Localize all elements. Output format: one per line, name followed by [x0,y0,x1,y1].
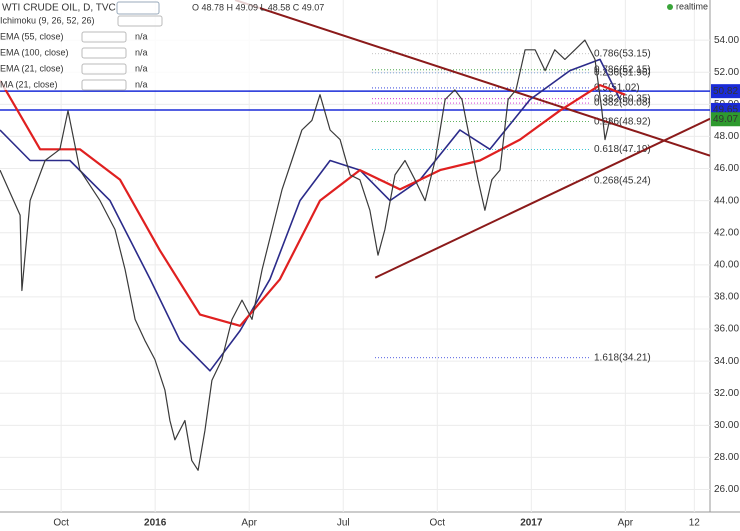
indicator-name: Ichimoku (9, 26, 52, 26) [0,15,95,25]
y-tick-label: 40.00 [714,259,739,270]
x-tick-label: 12 [689,518,701,529]
indicator-value: n/a [135,63,148,73]
x-tick-label: Oct [430,518,446,529]
indicator-name: EMA (55, close) [0,31,64,41]
price-tag [711,84,740,99]
x-tick-label: 2017 [520,518,543,529]
indicator-controls [117,15,163,27]
indicator-value: n/a [135,31,148,41]
y-tick-label: 28.00 [714,452,739,463]
x-tick-label: Apr [241,518,257,529]
header-icons [116,1,160,15]
status: realtime [676,1,708,11]
series-line [0,58,621,372]
x-tick-label: Oct [53,518,69,529]
price-tag-label: 49.07 [713,114,738,125]
y-tick-label: 44.00 [714,195,739,206]
y-tick-label: 34.00 [714,356,739,367]
y-tick-label: 32.00 [714,388,739,399]
chart-title: WTI CRUDE OIL, D, TVC [2,3,116,14]
indicator-value: n/a [135,79,148,89]
fib-label: 1.618(34.21) [594,352,651,363]
trend-line [234,0,710,157]
y-tick-label: 30.00 [714,420,739,431]
trend-line [374,117,710,279]
plot-area: 0.786(53.15) 0.786(52.15)0.236(51.96) 0.5(… [0,0,710,471]
header-bg [0,0,260,90]
y-tick-label: 48.00 [714,131,739,142]
indicator-controls [81,63,127,75]
indicator-name: MA (21, close) [0,79,58,89]
fib-label: 0.236(48.92) [594,116,651,127]
fib-label: 0.268(45.24) [594,175,651,186]
fib-label: 0.786(53.15) [594,48,651,59]
x-tick-label: 2016 [144,518,167,529]
indicator-name: EMA (21, close) [0,63,64,73]
series-line [0,39,611,471]
y-tick-label: 42.00 [714,227,739,238]
indicator-value: n/a [135,47,148,57]
indicator-controls [81,47,127,59]
y-tick-label: 36.00 [714,324,739,335]
indicator-controls [81,31,127,43]
fib-label: 0.382(50.08) [594,98,651,109]
x-tick-label: Apr [618,518,634,529]
indicator-controls [81,79,127,91]
status-dot [667,4,673,10]
price-tag-label: 49.65 [713,105,738,116]
series-line [0,79,626,327]
y-tick-label: 54.00 [714,35,739,46]
x-tick-label: Jul [337,518,350,529]
fib-label: 0.382(50.35) [594,93,651,104]
fib-label: 0.786(52.15) [594,64,651,75]
fib-label: 0.236(51.96) [594,68,651,79]
indicator-name: EMA (100, close) [0,47,69,57]
fib-label: 0.618(47.19) [594,144,651,155]
ohlc: O 48.78 H 49.09 L 48.58 C 49.07 [192,2,324,12]
y-tick-label: 46.00 [714,163,739,174]
y-tick-label: 38.00 [714,292,739,303]
price-tag [711,112,740,127]
y-tick-label: 26.00 [714,484,739,495]
price-tag-label: 50.82 [713,86,738,97]
y-tick-label: 52.00 [714,67,739,78]
fib-label: 0.5(51.02) [594,83,640,94]
